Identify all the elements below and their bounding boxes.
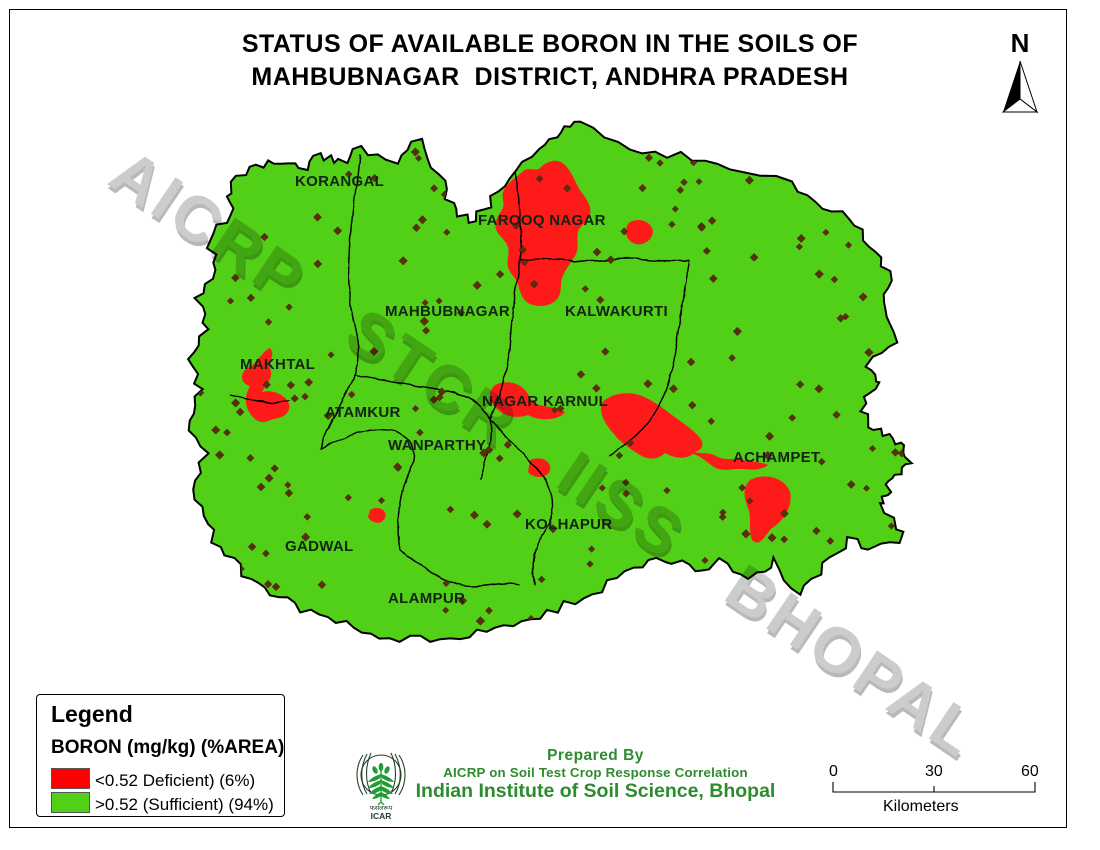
svg-text:KALWAKURTI: KALWAKURTI: [565, 303, 668, 320]
svg-text:MAKHTAL: MAKHTAL: [240, 356, 315, 373]
svg-text:30: 30: [925, 763, 943, 780]
svg-text:ACHAMPET: ACHAMPET: [733, 449, 820, 466]
svg-text:GADWAL: GADWAL: [285, 538, 353, 555]
svg-text:FAROOQ NAGAR: FAROOQ NAGAR: [478, 212, 606, 229]
svg-text:ATAMKUR: ATAMKUR: [325, 404, 401, 421]
svg-text:ALAMPUR: ALAMPUR: [388, 590, 465, 607]
svg-text:0: 0: [829, 763, 838, 780]
svg-text:KORANGAL: KORANGAL: [295, 173, 384, 190]
svg-text:ICAR: ICAR: [371, 811, 392, 821]
svg-text:Kilometers: Kilometers: [883, 798, 959, 815]
